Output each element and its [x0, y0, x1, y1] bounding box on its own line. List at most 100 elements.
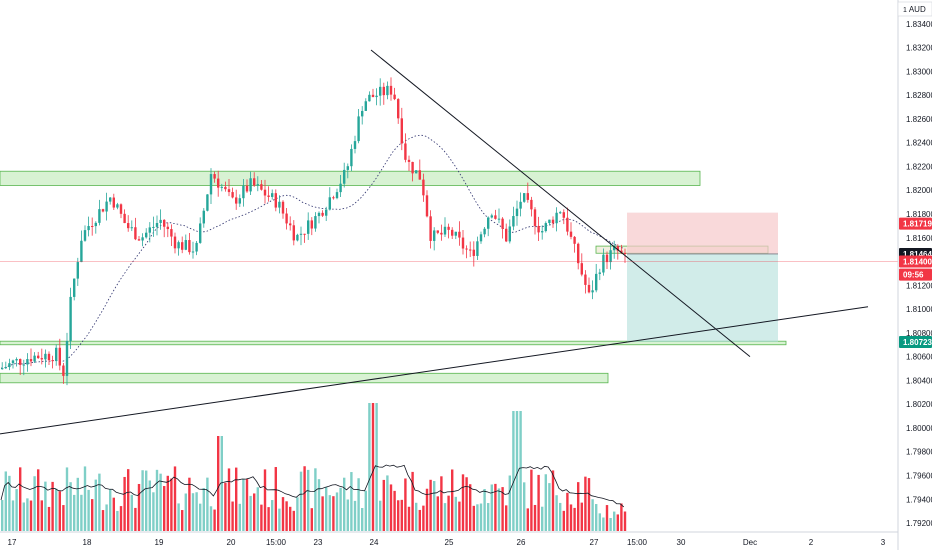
candle-body	[544, 223, 547, 232]
candle-body	[623, 252, 627, 255]
trendline[interactable]	[0, 306, 869, 435]
volume-bar	[317, 479, 321, 531]
candle-body	[566, 217, 569, 232]
volume-bar	[497, 488, 501, 531]
candle-body	[15, 359, 18, 361]
candle-body	[65, 341, 69, 376]
candle-body	[418, 170, 421, 180]
stop-zone[interactable]	[627, 212, 778, 254]
candle-body	[184, 240, 187, 250]
volume-bar	[487, 503, 490, 531]
candle-body	[271, 193, 274, 197]
candle-body	[447, 226, 450, 230]
volume-bar	[580, 502, 583, 531]
zone-rect[interactable]	[0, 170, 701, 186]
price-tag-label: 1.81400	[903, 258, 932, 267]
candle-body	[159, 219, 162, 223]
currency-label-box[interactable]	[897, 1, 932, 17]
volume-bar	[69, 482, 72, 531]
volume-bar	[447, 495, 450, 531]
volume-bar	[458, 501, 461, 531]
candle-body	[361, 110, 364, 117]
volume-bar	[292, 510, 295, 531]
candle-body	[386, 85, 389, 96]
candle-body	[299, 233, 303, 235]
candle-body	[317, 212, 321, 217]
trade-box-layer	[627, 212, 778, 343]
volume-bar	[562, 510, 565, 531]
candle-body	[573, 236, 576, 244]
volume-bar	[155, 469, 159, 531]
y-tick-label: 1.82600	[906, 115, 932, 124]
x-tick-label: 19	[155, 538, 164, 547]
volume-bar	[256, 487, 259, 531]
candle-body	[397, 99, 400, 119]
volume-bar	[415, 502, 418, 531]
y-tick-label: 1.80800	[906, 329, 932, 338]
target-zone[interactable]	[627, 253, 778, 343]
volume-bar	[15, 489, 18, 531]
volume-bar	[393, 490, 396, 531]
candle-body	[231, 192, 234, 198]
volume-bar	[400, 499, 403, 531]
zone-rect[interactable]	[0, 372, 609, 384]
candle-body	[1, 368, 4, 370]
volume-bar	[454, 496, 457, 531]
volume-bar	[559, 502, 562, 531]
trendlines-layer[interactable]	[0, 49, 869, 435]
candle-body	[537, 225, 540, 233]
candle-body	[411, 161, 414, 174]
candle-body	[375, 95, 378, 98]
candle-body	[569, 231, 573, 237]
candle-body	[307, 220, 310, 234]
candle-body	[404, 143, 407, 160]
candle-body	[458, 231, 461, 238]
volume-bar	[620, 503, 623, 531]
volume-bar	[73, 494, 76, 531]
volume-bar	[202, 488, 205, 531]
volume-bar	[224, 482, 227, 531]
candle-body	[235, 197, 238, 204]
candle-body	[112, 197, 115, 208]
candle-body	[353, 141, 357, 149]
volume-bar	[238, 503, 241, 531]
candle-body	[130, 227, 133, 229]
volume-bar	[389, 484, 393, 531]
candle-body	[433, 230, 436, 241]
volume-bar	[263, 469, 267, 531]
candle-body	[40, 358, 43, 360]
candle-body	[530, 199, 533, 210]
volume-bar	[371, 403, 375, 531]
volume-bar	[587, 478, 591, 531]
y-tick-label: 1.79200	[906, 519, 932, 528]
volume-bar	[80, 494, 83, 531]
candle-body	[494, 215, 497, 219]
y-tick-label: 1.83200	[906, 44, 932, 53]
zone-rect[interactable]	[0, 340, 787, 346]
candle-body	[281, 201, 285, 214]
volume-bar	[350, 472, 353, 531]
volume-bar	[22, 502, 25, 531]
candle-body	[278, 201, 281, 208]
candle-body	[91, 226, 94, 228]
candle-body	[98, 209, 101, 223]
candle-body	[310, 220, 313, 229]
candle-body	[584, 274, 587, 285]
candle-body	[476, 241, 479, 256]
candle-body	[22, 364, 25, 366]
volume-bar	[577, 482, 580, 531]
volume-bar	[8, 475, 11, 531]
volume-bar	[278, 508, 281, 531]
trendline[interactable]	[370, 49, 751, 358]
volume-bar	[1, 500, 4, 531]
candle-body	[393, 94, 396, 100]
volume-bar	[605, 505, 609, 531]
candle-body	[379, 86, 382, 96]
candle-body	[11, 360, 15, 364]
price-tag-label: 1.81719	[903, 220, 932, 229]
candle-body	[134, 227, 137, 240]
candle-body	[209, 174, 213, 195]
y-tick-label: 1.79800	[906, 448, 932, 457]
volume-layer	[1, 403, 627, 531]
